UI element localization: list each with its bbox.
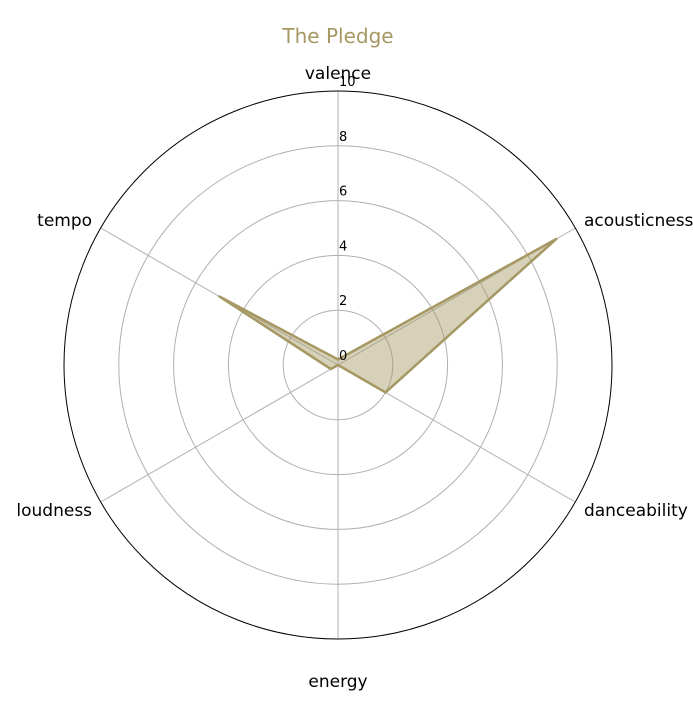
r-tick-label: 6 <box>339 185 347 200</box>
axis-label-loudness: loudness <box>16 501 92 521</box>
outer-frame <box>63 90 613 640</box>
r-tick-label: 4 <box>339 239 347 254</box>
r-tick-label: 2 <box>339 294 347 309</box>
r-tick-label: 8 <box>339 130 347 145</box>
axis-label-tempo: tempo <box>37 211 92 231</box>
series <box>218 237 558 394</box>
r-tick-label: 0 <box>339 349 347 364</box>
grid-spoke <box>100 364 339 503</box>
series-area <box>219 239 557 393</box>
axis-label-danceability: danceability <box>584 501 688 521</box>
chart-title: The Pledge <box>282 24 394 48</box>
axis-label-valence: valence <box>305 64 371 84</box>
axis-label-acousticness: acousticness <box>584 211 693 231</box>
axis-label-energy: energy <box>308 672 367 692</box>
r-tick-label: 10 <box>339 75 356 90</box>
